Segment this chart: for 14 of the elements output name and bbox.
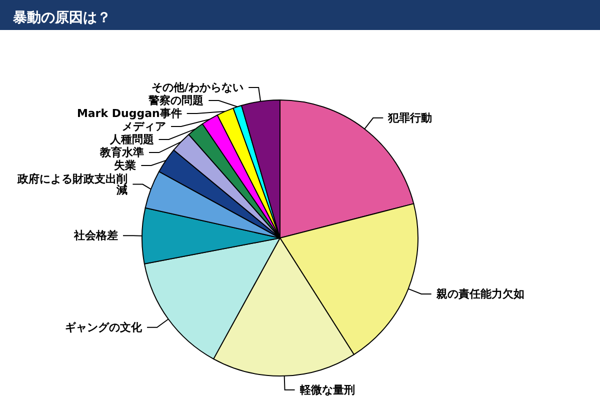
slice-label: 人種問題 [108,133,154,146]
slice-label: 失業 [114,159,136,172]
slice-label: 軽微な量刑 [298,383,355,396]
slice-label: ギャングの文化 [65,320,144,334]
chart-title: 暴動の原因は？ [12,10,111,26]
slice-label: 政府による財政支出削減 [16,172,128,196]
slice-label: メディア [122,120,166,134]
slice-label: 警察の問題 [148,94,204,108]
slice-label: 犯罪行動 [387,111,432,124]
slice-label: 親の責任能力欠如 [435,287,524,300]
slice-label: 教育水準 [99,146,144,160]
slice-label: その他/わからない [152,81,244,94]
slice-label: Mark Duggan事件 [76,107,182,120]
slice-label: 社会格差 [73,229,118,242]
